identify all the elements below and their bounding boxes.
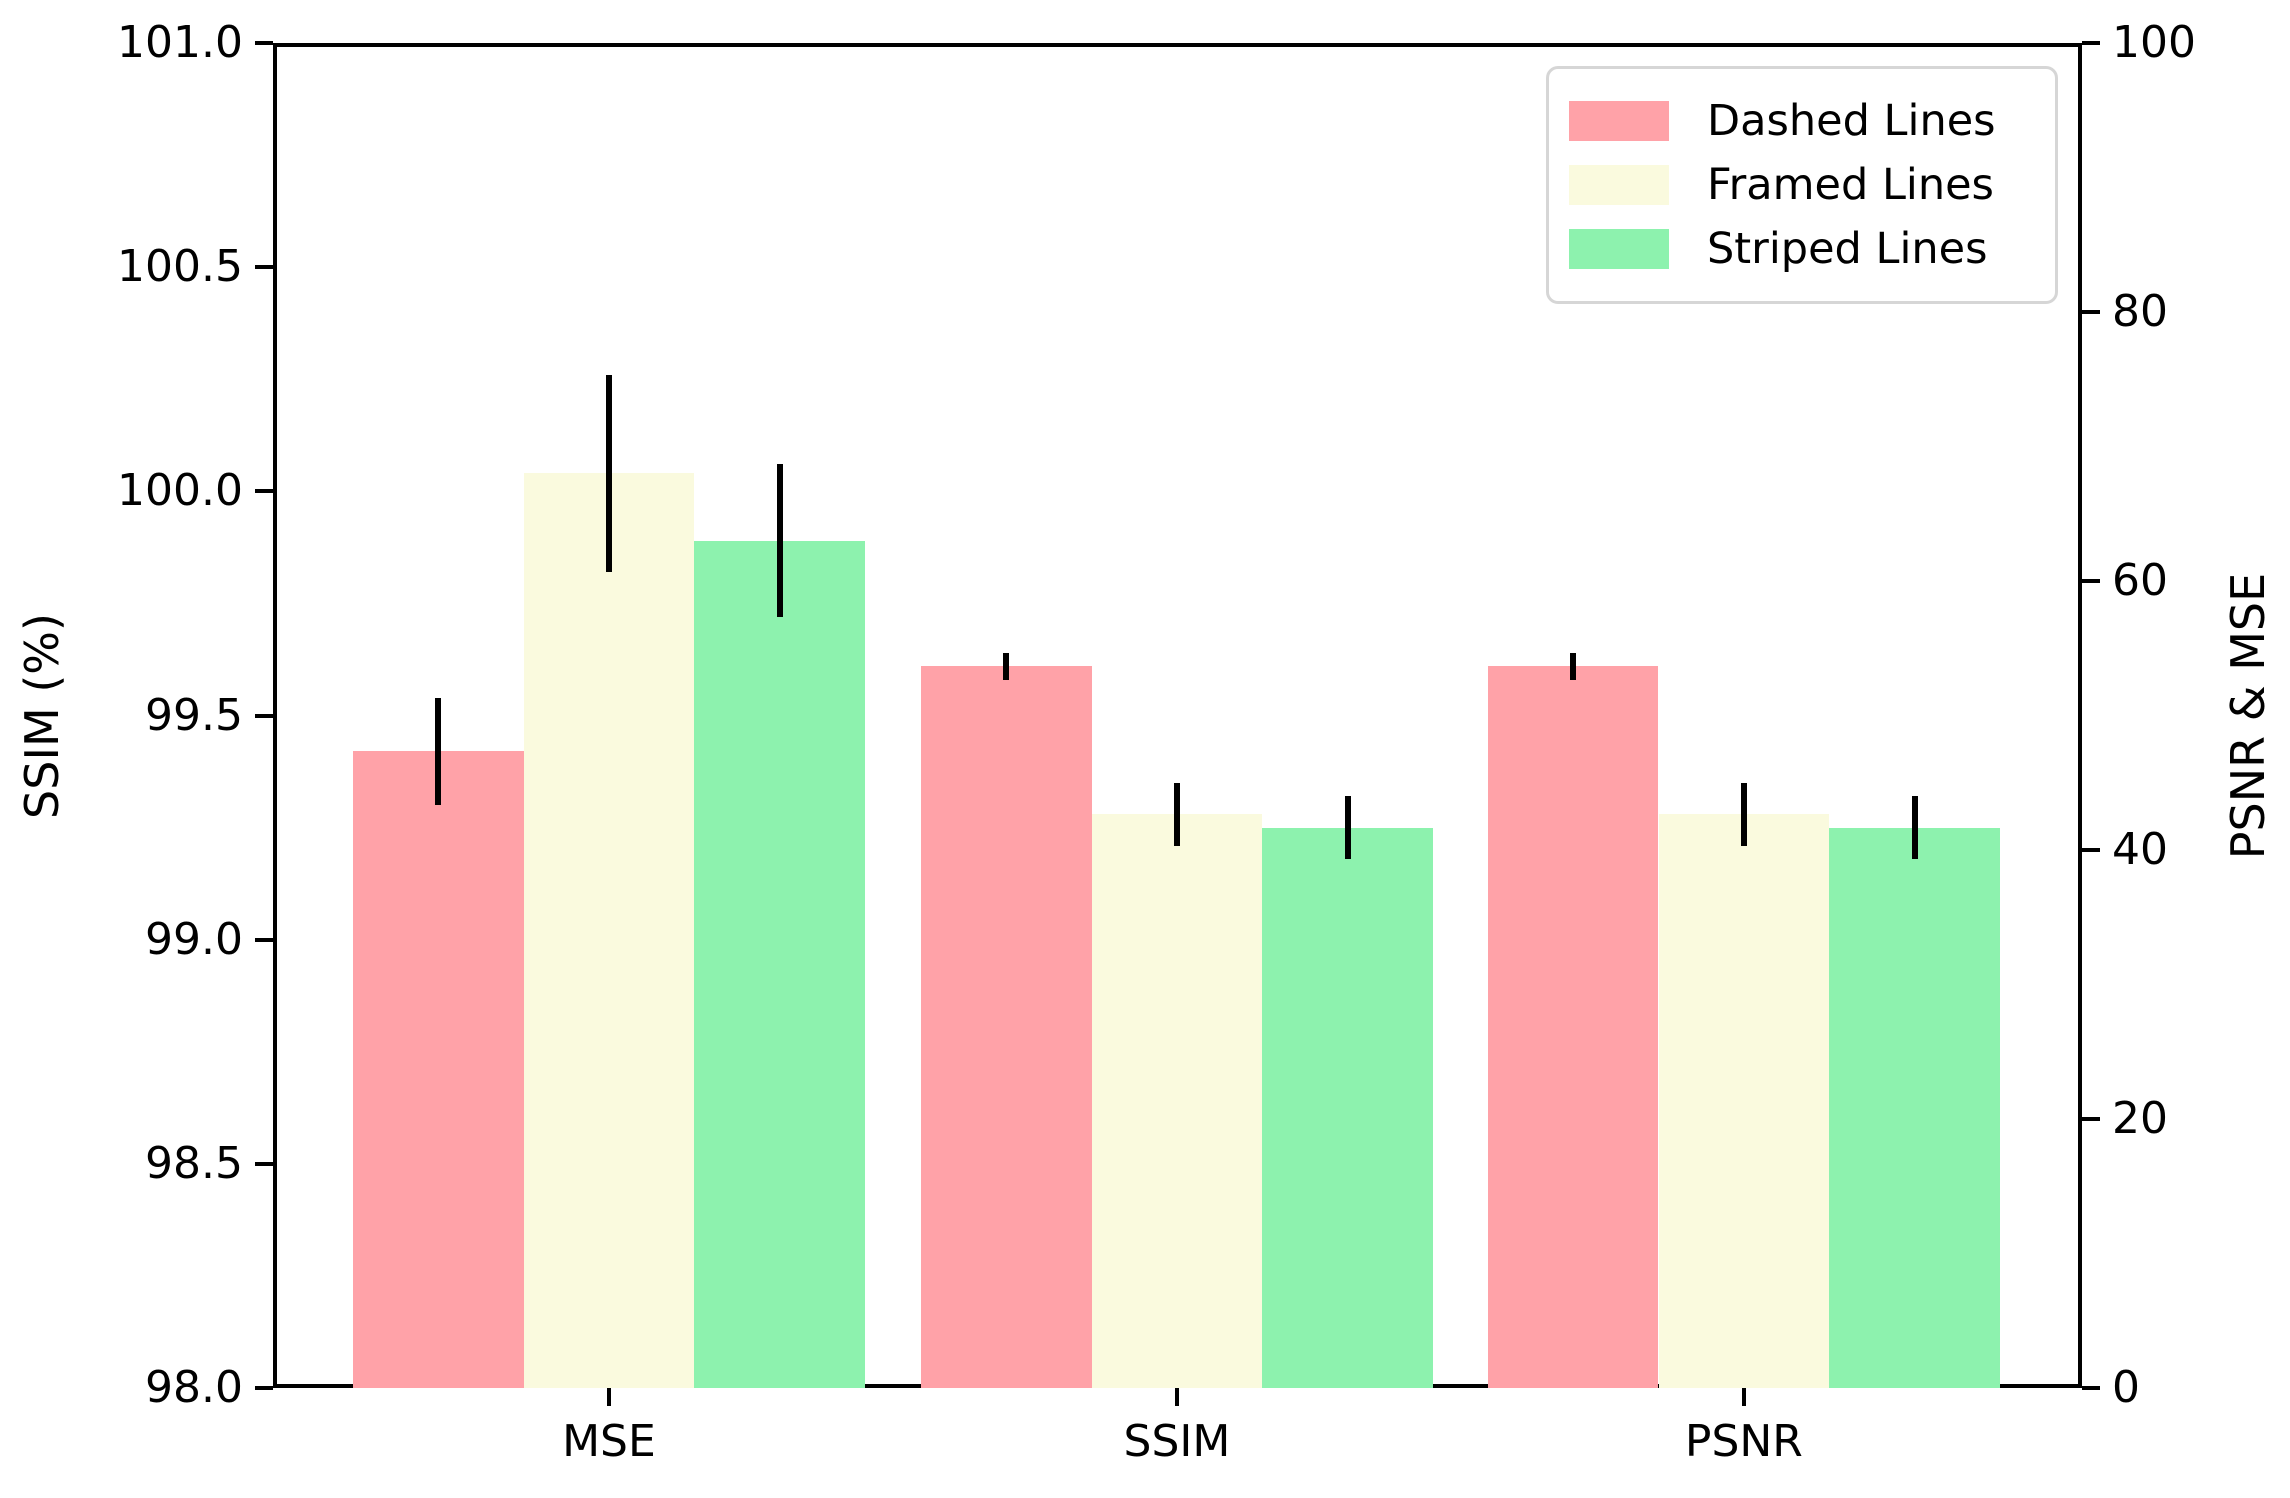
bar-striped-lines-mse bbox=[694, 540, 866, 1388]
error-bar-striped-lines-ssim bbox=[1344, 796, 1351, 859]
x-tick-label-psnr: PSNR bbox=[1684, 1416, 1803, 1467]
y-left-tick bbox=[255, 489, 273, 494]
bar-framed-lines-mse bbox=[523, 473, 695, 1388]
y-right-tick bbox=[2082, 1386, 2100, 1390]
y-right-tick bbox=[2082, 579, 2100, 583]
legend-swatch-dashed-lines bbox=[1569, 101, 1669, 141]
y-right-tick-label: 80 bbox=[2112, 286, 2168, 337]
legend-item-dashed-lines: Dashed Lines bbox=[1569, 89, 2029, 153]
error-bar-framed-lines-mse bbox=[605, 374, 612, 573]
y-left-tick-label: 98.0 bbox=[145, 1362, 243, 1413]
bar-dashed-lines-psnr bbox=[1487, 666, 1659, 1388]
y-left-tick bbox=[255, 1161, 273, 1166]
legend-item-striped-lines: Striped Lines bbox=[1569, 217, 2029, 281]
legend-swatch-striped-lines bbox=[1569, 229, 1669, 269]
x-tick-label-mse: MSE bbox=[562, 1416, 656, 1467]
x-tick bbox=[1174, 1388, 1179, 1406]
y-left-tick-label: 100.0 bbox=[117, 465, 243, 517]
legend: Dashed Lines Framed Lines Striped Lines bbox=[1546, 66, 2058, 304]
error-bar-framed-lines-ssim bbox=[1174, 782, 1180, 846]
legend-item-framed-lines: Framed Lines bbox=[1569, 153, 2029, 217]
error-bar-dashed-lines-psnr bbox=[1570, 652, 1577, 680]
y-right-tick-label: 100 bbox=[2112, 17, 2196, 68]
legend-item-label: Framed Lines bbox=[1707, 160, 1994, 210]
y-right-tick bbox=[2082, 310, 2100, 314]
error-bar-dashed-lines-ssim bbox=[1003, 652, 1010, 680]
y-left-tick-label: 99.0 bbox=[145, 913, 243, 965]
legend-item-label: Dashed Lines bbox=[1707, 96, 1996, 146]
bar-striped-lines-psnr bbox=[1829, 827, 2001, 1388]
y-left-tick bbox=[255, 41, 273, 45]
bar-striped-lines-ssim bbox=[1262, 827, 1434, 1388]
y-right-tick bbox=[2082, 848, 2100, 852]
y-left-tick bbox=[255, 713, 273, 718]
y-right-tick-label: 60 bbox=[2112, 555, 2168, 606]
y-left-tick bbox=[255, 265, 273, 270]
bar-dashed-lines-ssim bbox=[920, 666, 1092, 1388]
y-right-tick-label: 0 bbox=[2112, 1362, 2140, 1413]
bar-dashed-lines-mse bbox=[352, 751, 524, 1388]
legend-swatch-framed-lines bbox=[1569, 165, 1669, 205]
y-left-tick-label: 99.5 bbox=[145, 689, 243, 741]
error-bar-dashed-lines-mse bbox=[435, 697, 442, 806]
error-bar-striped-lines-mse bbox=[776, 464, 783, 617]
x-tick bbox=[1741, 1388, 1746, 1406]
y-right-tick-label: 20 bbox=[2112, 1093, 2168, 1144]
y-left-tick bbox=[255, 1386, 273, 1390]
y-right-tick bbox=[2082, 41, 2100, 45]
x-tick bbox=[606, 1388, 611, 1406]
y-right-tick bbox=[2082, 1117, 2100, 1121]
legend-item-label: Striped Lines bbox=[1707, 224, 1988, 274]
y-right-tick-label: 40 bbox=[2112, 824, 2168, 875]
x-tick-label-ssim: SSIM bbox=[1123, 1416, 1231, 1467]
y-left-tick-label: 98.5 bbox=[145, 1137, 243, 1189]
y-left-tick-label: 100.5 bbox=[117, 241, 243, 293]
y-left-tick-label: 101.0 bbox=[117, 17, 243, 68]
bar-framed-lines-ssim bbox=[1091, 814, 1263, 1388]
bar-framed-lines-psnr bbox=[1658, 814, 1830, 1388]
y-left-tick bbox=[255, 937, 273, 942]
error-bar-striped-lines-psnr bbox=[1911, 796, 1918, 859]
y-axis-label-right: PSNR & MSE bbox=[2221, 572, 2275, 859]
error-bar-framed-lines-psnr bbox=[1740, 782, 1747, 846]
